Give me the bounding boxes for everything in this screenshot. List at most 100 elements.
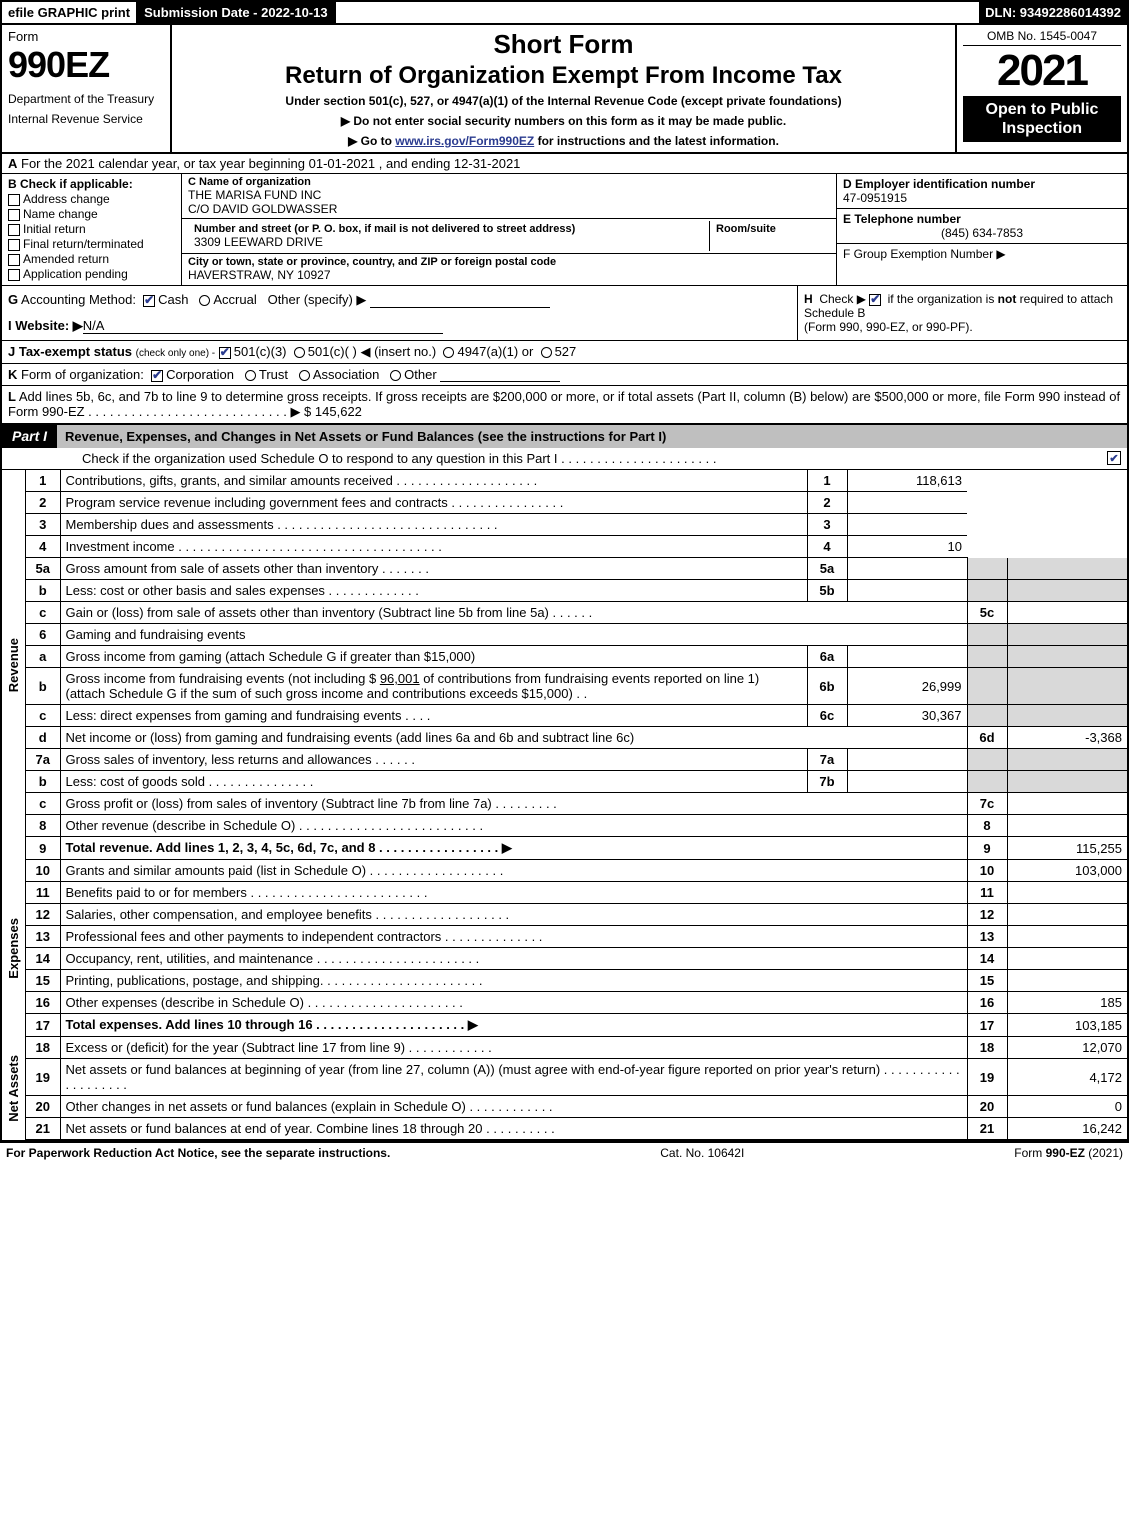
row-l: L Add lines 5b, 6c, and 7b to line 9 to …: [0, 386, 1129, 424]
line-2: 2Program service revenue including gover…: [26, 492, 1127, 514]
bullet-goto: ▶ Go to www.irs.gov/Form990EZ for instru…: [178, 134, 949, 148]
col-def: D Employer identification number 47-0951…: [837, 174, 1127, 285]
chk-501c3[interactable]: [219, 347, 231, 359]
top-bar: efile GRAPHIC print Submission Date - 20…: [0, 0, 1129, 25]
line-21: 21Net assets or fund balances at end of …: [26, 1118, 1127, 1140]
line-14: 14Occupancy, rent, utilities, and mainte…: [26, 948, 1127, 970]
part-1-checkbox[interactable]: ✔: [1107, 451, 1121, 465]
6b-amount: 96,001: [380, 671, 420, 686]
city-state-zip: HAVERSTRAW, NY 10927: [188, 268, 830, 282]
line-18: 18Excess or (deficit) for the year (Subt…: [26, 1037, 1127, 1059]
part-1-tag: Part I: [2, 424, 57, 448]
main-title: Return of Organization Exempt From Incom…: [178, 62, 949, 90]
chk-cash[interactable]: [143, 295, 155, 307]
other-specify-input[interactable]: [370, 294, 550, 308]
dept-treasury: Department of the Treasury: [8, 92, 164, 106]
label-l: L: [8, 389, 16, 404]
irs-link[interactable]: www.irs.gov/Form990EZ: [395, 134, 534, 148]
street-address: 3309 LEEWARD DRIVE: [194, 235, 703, 249]
subtitle: Under section 501(c), 527, or 4947(a)(1)…: [178, 94, 949, 108]
goto-prefix: ▶ Go to: [348, 134, 395, 148]
dln: DLN: 93492286014392: [979, 2, 1127, 23]
tax-year: 2021: [963, 46, 1121, 96]
city-label: City or town, state or province, country…: [188, 256, 830, 268]
line-16: 16Other expenses (describe in Schedule O…: [26, 992, 1127, 1014]
chk-address-change[interactable]: Address change: [8, 192, 175, 206]
part-1-header: Part I Revenue, Expenses, and Changes in…: [0, 424, 1129, 448]
addr-label: Number and street (or P. O. box, if mail…: [194, 223, 703, 235]
line-9: 9Total revenue. Add lines 1, 2, 3, 4, 5c…: [26, 837, 1127, 860]
website-value: N/A: [83, 318, 443, 334]
row-a: A For the 2021 calendar year, or tax yea…: [0, 154, 1129, 174]
h-line2: (Form 990, 990-EZ, or 990-PF).: [804, 320, 973, 334]
chk-name-change[interactable]: Name change: [8, 207, 175, 221]
form-word: Form: [8, 29, 164, 44]
rad-527[interactable]: [541, 347, 552, 358]
chk-final-return[interactable]: Final return/terminated: [8, 237, 175, 251]
line-6b: bGross income from fundraising events (n…: [26, 668, 1127, 705]
form-number: 990EZ: [8, 44, 164, 86]
chk-schedule-b[interactable]: [869, 294, 881, 306]
line-17: 17Total expenses. Add lines 10 through 1…: [26, 1014, 1127, 1037]
rad-4947[interactable]: [443, 347, 454, 358]
col-c: C Name of organization THE MARISA FUND I…: [182, 174, 837, 285]
line-1: 1Contributions, gifts, grants, and simil…: [26, 470, 1127, 492]
chk-corporation[interactable]: [151, 370, 163, 382]
section-bcdef: B Check if applicable: Address change Na…: [0, 174, 1129, 286]
efile-print[interactable]: efile GRAPHIC print: [2, 2, 138, 23]
label-j: J Tax-exempt status: [8, 344, 132, 359]
bullet-ssn: ▶ Do not enter social security numbers o…: [178, 114, 949, 128]
rad-accrual[interactable]: [199, 295, 210, 306]
row-a-text: For the 2021 calendar year, or tax year …: [17, 156, 520, 171]
col-b: B Check if applicable: Address change Na…: [2, 174, 182, 285]
rad-other-org[interactable]: [390, 370, 401, 381]
chk-initial-return[interactable]: Initial return: [8, 222, 175, 236]
b-header: Check if applicable:: [20, 177, 133, 191]
footer-cat: Cat. No. 10642I: [660, 1146, 744, 1160]
rad-association[interactable]: [299, 370, 310, 381]
g-text: Accounting Method:: [18, 292, 136, 307]
other-org-input[interactable]: [440, 368, 560, 382]
header-center: Short Form Return of Organization Exempt…: [172, 25, 957, 152]
part-1-check-text: Check if the organization used Schedule …: [82, 451, 716, 466]
gross-receipts: 145,622: [315, 404, 362, 419]
line-13: 13Professional fees and other payments t…: [26, 926, 1127, 948]
chk-application-pending[interactable]: Application pending: [8, 267, 175, 281]
line-5a: 5aGross amount from sale of assets other…: [26, 558, 1127, 580]
line-11: 11Benefits paid to or for members . . . …: [26, 882, 1127, 904]
line-5c: cGain or (loss) from sale of assets othe…: [26, 602, 1127, 624]
irs-label: Internal Revenue Service: [8, 112, 164, 126]
f-label: F Group Exemption Number ▶: [843, 247, 1006, 261]
rad-501c[interactable]: [294, 347, 305, 358]
rad-trust[interactable]: [245, 370, 256, 381]
line-5b: bLess: cost or other basis and sales exp…: [26, 580, 1127, 602]
line-6d: dNet income or (loss) from gaming and fu…: [26, 727, 1127, 749]
row-g: G Accounting Method: Cash Accrual Other …: [2, 286, 797, 340]
org-name-1: THE MARISA FUND INC: [188, 188, 830, 202]
header-left: Form 990EZ Department of the Treasury In…: [2, 25, 172, 152]
room-label: Room/suite: [716, 223, 824, 235]
label-k: K: [8, 367, 17, 382]
chk-amended-return[interactable]: Amended return: [8, 252, 175, 266]
l-text: Add lines 5b, 6c, and 7b to line 9 to de…: [8, 389, 1120, 419]
line-8: 8Other revenue (describe in Schedule O) …: [26, 815, 1127, 837]
line-15: 15Printing, publications, postage, and s…: [26, 970, 1127, 992]
telephone: (845) 634-7853: [843, 226, 1121, 240]
line-6c: cLess: direct expenses from gaming and f…: [26, 705, 1127, 727]
page-footer: For Paperwork Reduction Act Notice, see …: [0, 1142, 1129, 1163]
revenue-side-label: Revenue: [2, 470, 26, 860]
expenses-section: Expenses 10Grants and similar amounts pa…: [0, 860, 1129, 1037]
header-right: OMB No. 1545-0047 2021 Open to Public In…: [957, 25, 1127, 152]
label-g: G: [8, 292, 18, 307]
line-4: 4Investment income . . . . . . . . . . .…: [26, 536, 1127, 558]
label-a: A: [8, 156, 17, 171]
short-form-title: Short Form: [178, 29, 949, 60]
footer-left: For Paperwork Reduction Act Notice, see …: [6, 1146, 390, 1160]
goto-suffix: for instructions and the latest informat…: [534, 134, 779, 148]
part-1-title: Revenue, Expenses, and Changes in Net As…: [65, 429, 666, 444]
ein: 47-0951915: [843, 191, 1121, 205]
row-j: J Tax-exempt status (check only one) - 5…: [0, 341, 1129, 364]
label-h: H: [804, 292, 813, 306]
submission-date: Submission Date - 2022-10-13: [138, 2, 336, 23]
form-header: Form 990EZ Department of the Treasury In…: [0, 25, 1129, 154]
